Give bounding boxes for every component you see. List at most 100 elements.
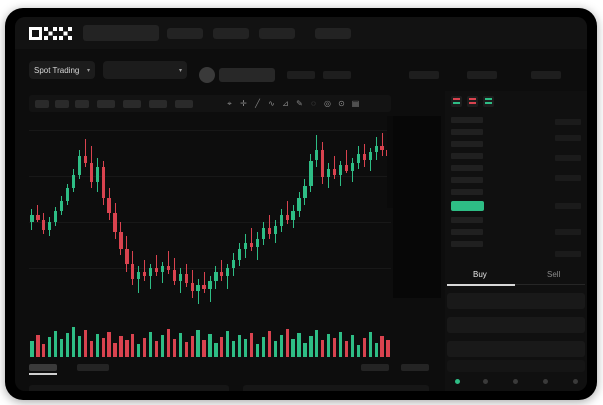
slider-dot-75[interactable] (543, 379, 548, 384)
wave-icon[interactable]: ∿ (268, 99, 275, 108)
candle-wick (156, 255, 158, 277)
tab-sell[interactable]: Sell (547, 270, 561, 279)
nav-item-1[interactable] (167, 28, 203, 39)
logo-o-icon (29, 26, 42, 40)
order-book-bid-row[interactable] (451, 217, 483, 223)
pencil-icon[interactable]: ✎ (296, 99, 303, 108)
trash-icon[interactable]: ▤ (351, 99, 360, 108)
crosshair-icon[interactable]: ✛ (240, 99, 247, 108)
okx-logo[interactable]: OKX (29, 26, 75, 40)
chart-gridline (29, 268, 391, 269)
candle-body (208, 280, 212, 290)
book-both-icon[interactable] (451, 96, 462, 107)
amount-input[interactable] (447, 341, 585, 357)
order-book-bid-row[interactable] (451, 229, 483, 235)
book-bids-icon[interactable] (483, 96, 494, 107)
order-book-ask-row[interactable] (451, 129, 483, 135)
candle-body (226, 268, 230, 277)
volume-bar (309, 336, 313, 357)
ruler-icon[interactable]: ⊿ (282, 99, 289, 108)
timeframe-chip-2[interactable] (55, 100, 69, 108)
lock-icon[interactable]: ⊙ (338, 99, 345, 108)
tab-buy[interactable]: Buy (473, 270, 487, 279)
candle-wick (251, 227, 253, 252)
candle-body (125, 249, 129, 264)
order-book-ask-row[interactable] (451, 117, 483, 123)
stat-volume-base (467, 71, 497, 79)
candle-body (137, 272, 141, 279)
slider-dot-50[interactable] (513, 379, 518, 384)
price-chart[interactable] (29, 116, 391, 321)
candle-body (368, 152, 372, 161)
volume-bar (226, 330, 230, 357)
candle-body (184, 274, 188, 283)
order-book-ask-row[interactable] (451, 177, 483, 183)
orders-tabbar (29, 362, 429, 374)
volume-bar (220, 336, 224, 357)
candle-wick (286, 200, 288, 224)
candle-wick (162, 261, 164, 283)
candle-body (178, 274, 182, 281)
timeframe-chip-6[interactable] (149, 100, 167, 108)
volume-bar (279, 335, 283, 357)
amount-slider[interactable] (447, 378, 587, 386)
volume-bar (232, 340, 236, 357)
trading-pair-label (103, 70, 104, 71)
order-book-ask-row[interactable] (451, 141, 483, 147)
trading-pair-selector[interactable]: ▾ (103, 61, 187, 79)
volume-bar (214, 343, 218, 357)
volume-bar (332, 338, 337, 357)
trendline-icon[interactable]: ╱ (255, 99, 260, 108)
candle-wick (144, 259, 146, 281)
order-book-bid-row[interactable] (451, 241, 483, 247)
volume-bar (386, 340, 390, 357)
volume-bar (243, 338, 248, 357)
nav-item-2[interactable] (213, 28, 249, 39)
search-input[interactable] (83, 25, 159, 41)
order-book-view-tabs (451, 96, 494, 107)
tab-order-history[interactable] (77, 364, 109, 371)
slider-dot-100[interactable] (573, 379, 578, 384)
slider-dot-25[interactable] (483, 379, 488, 384)
volume-bar (89, 341, 93, 357)
volume-bar (125, 339, 129, 357)
order-book-ask-row[interactable] (451, 153, 483, 159)
volume-bar (190, 335, 194, 357)
tab-positions[interactable] (361, 364, 389, 371)
tab-open-orders[interactable] (29, 364, 57, 371)
order-type-select[interactable] (447, 293, 585, 309)
candle-body (338, 164, 343, 176)
volume-bar (273, 341, 277, 357)
nav-item-3[interactable] (259, 28, 295, 39)
candle-body (196, 284, 200, 292)
nav-item-4[interactable] (315, 28, 351, 39)
tab-assets[interactable] (401, 364, 429, 371)
order-book-ask-row[interactable] (451, 165, 483, 171)
candle-body (279, 215, 283, 226)
candle-body (143, 272, 147, 277)
timeframe-chip-5[interactable] (123, 100, 141, 108)
chevron-down-icon-pair: ▾ (178, 67, 182, 74)
book-asks-icon[interactable] (467, 96, 478, 107)
timeframe-chip-1[interactable] (35, 100, 49, 108)
cursor-icon[interactable]: ⌖ (227, 99, 232, 108)
timeframe-chip-4[interactable] (97, 100, 115, 108)
slider-dot-0[interactable] (455, 379, 460, 384)
timeframe-chip-7[interactable] (175, 100, 193, 108)
volume-bar (101, 338, 105, 357)
trading-mode-selector[interactable]: Spot Trading ▾ (29, 61, 95, 79)
timeframe-chip-3[interactable] (75, 100, 89, 108)
chevron-down-icon: ▾ (86, 67, 90, 74)
eye-icon[interactable]: ◎ (324, 99, 331, 108)
magnet-icon[interactable]: ◌ (311, 99, 316, 108)
price-input[interactable] (447, 317, 585, 333)
logo-x-icon (59, 26, 72, 40)
volume-bar (321, 340, 325, 357)
candle-body (344, 164, 349, 172)
active-tab-underline (29, 373, 57, 375)
order-book-ask-row[interactable] (451, 189, 483, 195)
volume-bar (65, 333, 70, 357)
candle-body (190, 282, 194, 292)
candle-body (101, 166, 105, 199)
